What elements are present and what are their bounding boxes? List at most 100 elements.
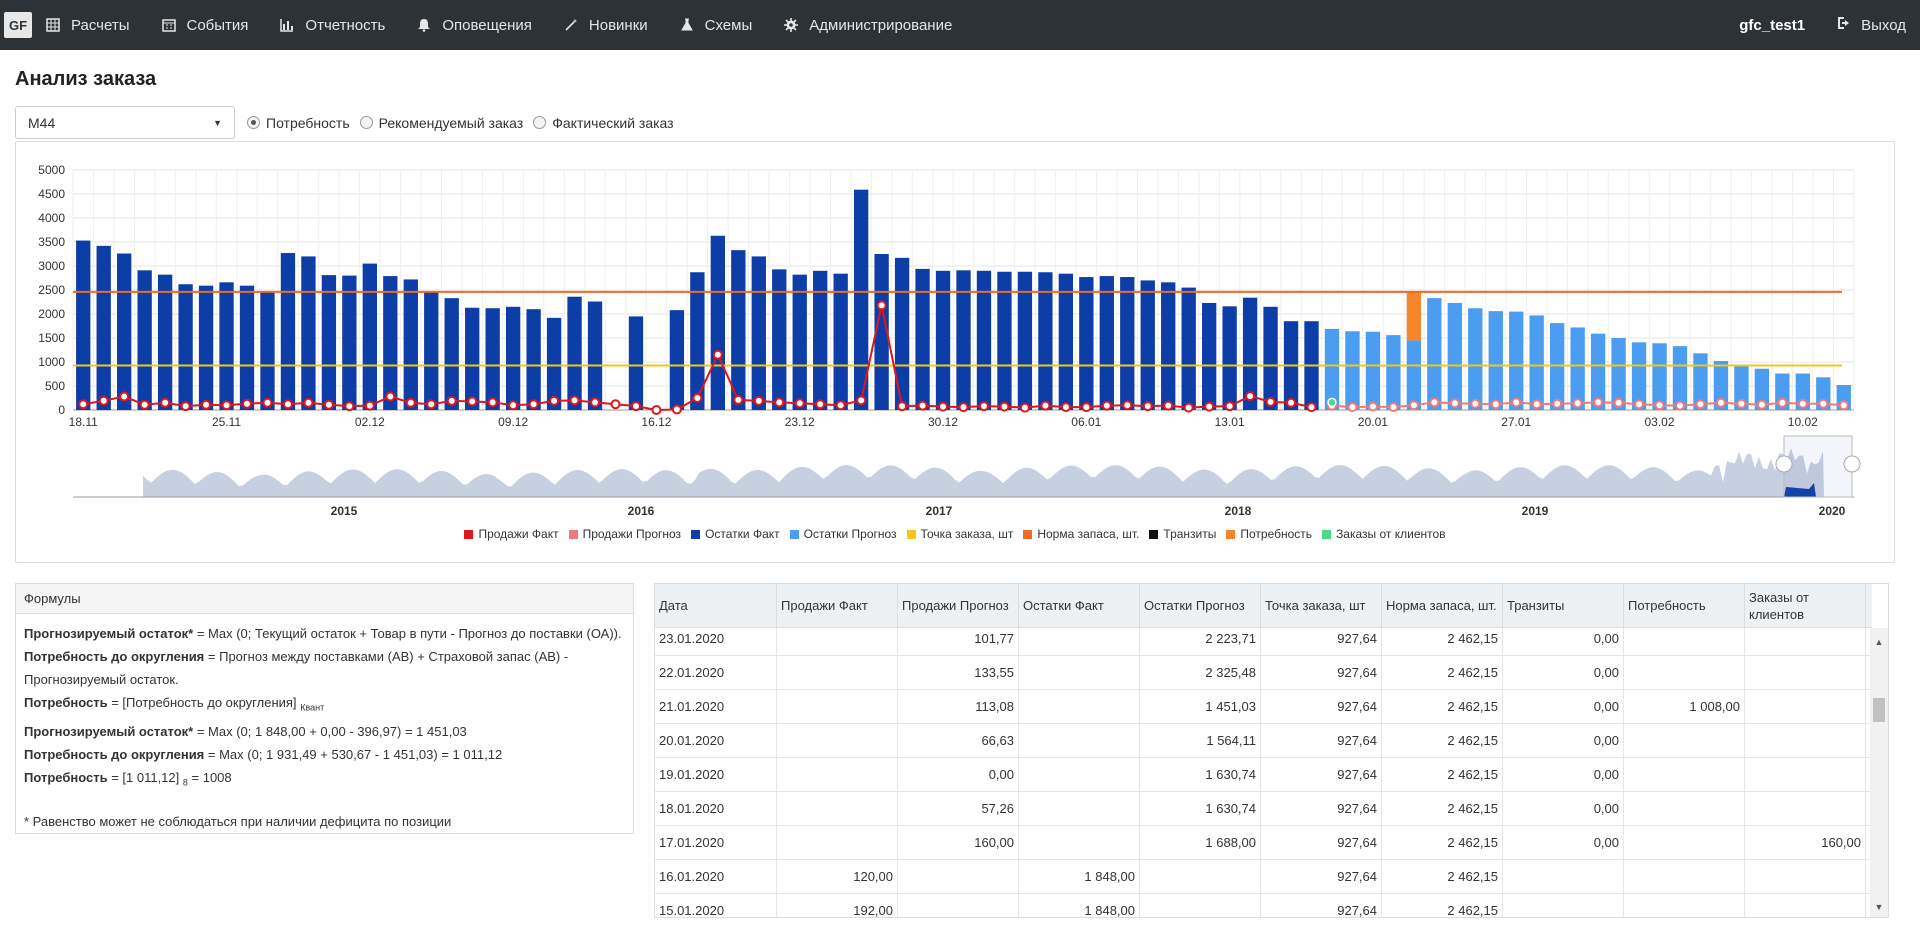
legend-item[interactable]: Потребность — [1226, 527, 1312, 541]
column-header[interactable]: Продажи Прогноз — [898, 584, 1019, 627]
prodazhi-fakt-point — [978, 401, 989, 412]
column-header[interactable]: Потребность — [1624, 584, 1745, 627]
bar-chart-icon — [280, 18, 294, 32]
prodazhi-fakt-point — [774, 397, 785, 408]
nav-item-1[interactable]: События — [161, 17, 248, 34]
column-header[interactable]: Транзиты — [1503, 584, 1624, 627]
legend-item[interactable]: Остатки Прогноз — [789, 527, 897, 541]
legend-item[interactable]: Продажи Факт — [464, 527, 559, 541]
legend-item[interactable]: Норма запаса, шт. — [1023, 527, 1139, 541]
table-row[interactable]: 17.01.2020 160,00 1 688,00 927,64 2 462,15 0,… — [655, 826, 1870, 860]
bar-ostatki-fakt — [485, 308, 500, 410]
radio-option-1[interactable]: Рекомендуемый заказ — [359, 115, 523, 131]
radio-option-0[interactable]: Потребность — [247, 115, 350, 131]
bar-ostatki-fakt — [894, 257, 910, 410]
table-cell: 17.01.2020 — [655, 826, 777, 859]
nav-item-2[interactable]: Отчетность — [280, 17, 385, 34]
table-cell — [1140, 860, 1261, 893]
bar-ostatki-fakt — [833, 273, 848, 410]
item-select[interactable]: M44 ▼ — [15, 106, 235, 139]
prodazhi-fakt-point — [692, 393, 703, 403]
column-header[interactable]: Дата — [655, 584, 777, 627]
column-header[interactable]: Остатки Факт — [1019, 584, 1140, 627]
formula-line-5: Потребность до округления = Max (0; 1 93… — [24, 746, 503, 762]
bar-ostatki-fakt — [198, 285, 214, 410]
bar-ostatki-prognoz — [1570, 327, 1585, 410]
prodazhi-fakt-point — [78, 399, 89, 410]
legend-item[interactable]: Заказы от клиентов — [1322, 527, 1446, 541]
bar-ostatki-fakt — [772, 269, 787, 410]
column-header[interactable]: Остатки Прогноз — [1140, 584, 1261, 627]
scroll-thumb[interactable] — [1873, 698, 1885, 722]
column-header[interactable]: Точка заказа, шт — [1261, 584, 1382, 627]
table-row[interactable]: 15.01.2020 192,00 1 848,00 927,64 2 462,15 — [655, 894, 1870, 917]
legend-item[interactable]: Точка заказа, шт — [906, 527, 1013, 541]
table-row[interactable]: 21.01.2020 113,08 1 451,03 927,64 2 462,15 0,… — [655, 690, 1870, 724]
nav-item-4[interactable]: Новинки — [564, 17, 648, 34]
table-row[interactable]: 16.01.2020 120,00 1 848,00 927,64 2 462,15 — [655, 860, 1870, 894]
table-scrollbar[interactable]: ▲ ▼ — [1870, 628, 1888, 917]
table-cell: 1 451,03 — [1140, 690, 1261, 723]
column-header[interactable]: Норма запаса, шт. — [1382, 584, 1503, 627]
bar-ostatki-fakt — [301, 256, 316, 410]
logout-button[interactable]: Выход — [1837, 16, 1906, 34]
prodazhi-fakt-point — [999, 401, 1010, 412]
navigator-year-label: 2016 — [628, 504, 655, 518]
navigator-selection-area — [1784, 483, 1816, 497]
calendar-icon — [161, 18, 176, 32]
table-cell: 927,64 — [1261, 758, 1382, 791]
legend-item[interactable]: Продажи Прогноз — [568, 527, 681, 541]
legend-swatch — [906, 529, 916, 539]
prodazhi-prognoz-point — [1613, 397, 1624, 408]
prodazhi-fakt-point — [1183, 402, 1194, 413]
scroll-down-icon[interactable]: ▼ — [1874, 902, 1884, 912]
prodazhi-prognoz-point — [1449, 398, 1460, 409]
radio-option-2[interactable]: Фактический заказ — [533, 115, 674, 131]
sign-out-icon — [1837, 16, 1851, 34]
column-header[interactable]: Продажи Факт — [777, 584, 898, 627]
prodazhi-prognoz-point — [1674, 400, 1685, 411]
table-cell: 21.01.2020 — [655, 690, 777, 723]
bar-ostatki-fakt — [362, 263, 377, 410]
bar-ostatki-fakt — [813, 270, 828, 410]
user-name[interactable]: gfc_test1 — [1739, 16, 1806, 34]
bar-ostatki-prognoz — [1468, 308, 1483, 410]
radio-dot[interactable] — [359, 116, 373, 129]
table-cell — [1624, 724, 1745, 757]
column-header[interactable]: Заказы от клиентов — [1745, 584, 1866, 627]
formulas-panel: Формулы Прогнозируемый остаток* = Max (0… — [15, 583, 634, 834]
prodazhi-fakt-point — [1224, 401, 1235, 412]
formula-note: * Равенство может не соблюдаться при нал… — [24, 814, 452, 830]
prodazhi-prognoz-point — [1511, 397, 1522, 408]
navigator-area — [143, 447, 1824, 497]
radio-dot[interactable] — [247, 116, 260, 129]
table-body: 23.01.2020 101,77 2 223,71 927,64 2 462,15 0,… — [655, 622, 1870, 917]
table-cell: 1 630,74 — [1140, 792, 1261, 825]
table-row[interactable]: 22.01.2020 133,55 2 325,48 927,64 2 462,15 0,… — [655, 656, 1870, 690]
nav-item-5[interactable]: Схемы — [680, 17, 752, 34]
legend-item[interactable]: Остатки Факт — [691, 527, 780, 541]
table-cell — [1745, 758, 1866, 791]
table-row[interactable]: 20.01.2020 66,63 1 564,11 927,64 2 462,15 0,0… — [655, 724, 1870, 758]
table-row[interactable]: 23.01.2020 101,77 2 223,71 927,64 2 462,15 0,… — [655, 622, 1870, 656]
table-cell — [777, 622, 898, 655]
nav-item-0[interactable]: Расчеты — [46, 17, 130, 34]
table-cell: 0,00 — [1503, 690, 1624, 723]
prodazhi-fakt-point — [1286, 397, 1297, 408]
table-cell: 2 462,15 — [1382, 894, 1503, 917]
table-cell — [1503, 894, 1624, 917]
prodazhi-fakt-point — [630, 401, 641, 412]
scroll-up-icon[interactable]: ▲ — [1874, 637, 1884, 647]
radio-dot[interactable] — [533, 116, 547, 129]
table-row[interactable]: 18.01.2020 57,26 1 630,74 927,64 2 462,15 0,0… — [655, 792, 1870, 826]
app-logo[interactable]: GF — [4, 12, 32, 38]
nav-item-6[interactable]: Администрирование — [784, 17, 952, 34]
table-row[interactable]: 19.01.2020 0,00 1 630,74 927,64 2 462,15 0,00 — [655, 758, 1870, 792]
nav-item-3[interactable]: Оповещения — [417, 17, 532, 34]
prodazhi-fakt-point — [119, 391, 130, 402]
legend-item[interactable]: Транзиты — [1149, 527, 1216, 541]
prodazhi-fakt-point — [958, 402, 969, 413]
prodazhi-fakt-point — [180, 401, 191, 412]
table-cell: 0,00 — [898, 758, 1019, 791]
bar-ostatki-fakt — [587, 301, 603, 410]
